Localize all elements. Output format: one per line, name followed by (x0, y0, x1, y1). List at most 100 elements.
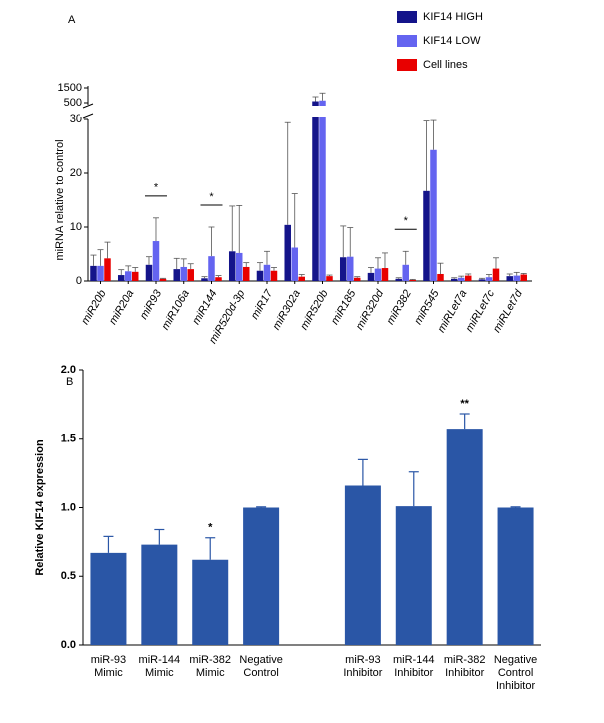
bar (339, 257, 347, 281)
y-tick-label: 2.0 (61, 364, 76, 376)
bar (141, 544, 178, 645)
y-tick-label: 1500 (58, 82, 82, 94)
significance-star: * (154, 182, 159, 194)
bar (402, 264, 409, 281)
bar (319, 100, 326, 281)
bar (513, 275, 520, 281)
bar (243, 507, 280, 645)
x-tick-label: miR93 (138, 287, 165, 321)
y-tick-label: 0.0 (61, 639, 76, 651)
bar (152, 241, 160, 281)
bar (201, 278, 208, 281)
bar (485, 277, 493, 281)
bar (131, 271, 139, 281)
x-tick-label: miR20a (107, 288, 136, 327)
x-tick-label: miR545 (412, 287, 442, 327)
bar (215, 277, 222, 281)
bar (506, 276, 513, 281)
bar (180, 266, 187, 281)
bar (235, 252, 243, 281)
bar (263, 264, 271, 281)
bar (464, 275, 472, 281)
x-tick-label: Mimic (145, 667, 174, 679)
x-tick-label: miR-144 (393, 654, 435, 666)
legend-label: KIF14 HIGH (423, 11, 483, 23)
x-tick-label: miR-382 (444, 654, 486, 666)
bar (256, 270, 264, 281)
bar (409, 279, 416, 281)
x-tick-label: Inhibitor (445, 667, 484, 679)
x-tick-label: miR185 (329, 287, 359, 327)
bar (344, 485, 381, 645)
bar (90, 552, 127, 645)
break-mark (82, 103, 94, 109)
bar (208, 256, 215, 281)
x-tick-label: miR106a (159, 288, 191, 332)
bar (298, 276, 305, 281)
bar (450, 278, 458, 281)
x-tick-label: miR144 (190, 288, 219, 327)
panel-label: B (66, 376, 73, 388)
bar (159, 278, 167, 281)
x-tick-label: Control (243, 667, 278, 679)
bar (242, 266, 250, 281)
significance-star: * (404, 215, 409, 227)
bar (492, 268, 500, 281)
bar (457, 277, 465, 281)
bar (104, 258, 111, 281)
x-tick-label: miR320d (354, 287, 387, 332)
bar (367, 272, 375, 281)
legend-label: Cell lines (423, 59, 468, 71)
legend-swatch (397, 35, 417, 47)
x-tick-label: Control (498, 667, 533, 679)
bar (446, 429, 483, 645)
x-tick-label: Negative (239, 654, 282, 666)
bar (346, 256, 354, 281)
y-tick-label: 0.5 (61, 570, 76, 582)
y-tick-label: 1.0 (61, 501, 76, 513)
significance-star: ** (460, 398, 469, 410)
legend-label: KIF14 LOW (423, 35, 481, 47)
y-tick-label: 1.5 (61, 433, 76, 445)
legend-swatch (397, 11, 417, 23)
x-tick-label: Mimic (196, 667, 225, 679)
x-tick-label: miR520b (298, 288, 330, 332)
bar (430, 149, 437, 281)
axis-break (80, 106, 532, 117)
bar (520, 274, 527, 281)
panel-label: A (68, 14, 76, 26)
bar (423, 190, 430, 281)
bar (192, 559, 229, 645)
bar (381, 268, 389, 281)
bar (124, 271, 132, 281)
bar (117, 275, 125, 281)
bar (437, 273, 444, 281)
y-tick-label: 0 (76, 275, 82, 287)
x-tick-label: Mimic (94, 667, 123, 679)
y-tick-label: 10 (70, 221, 82, 233)
break-mark (82, 113, 94, 119)
bar (326, 276, 333, 281)
x-tick-label: Inhibitor (496, 680, 535, 692)
y-axis-label: miRNA relative to control (54, 139, 66, 260)
y-tick-label: 20 (70, 167, 82, 179)
bar (97, 265, 104, 281)
bar (353, 277, 361, 281)
x-tick-label: miR382 (385, 288, 414, 327)
bar (228, 251, 236, 281)
y-axis-label: Relative KIF14 expression (34, 439, 46, 576)
bar (374, 268, 382, 281)
significance-star: * (209, 191, 214, 203)
x-tick-label: Inhibitor (343, 667, 382, 679)
bar (173, 269, 180, 281)
y-tick-label: 500 (64, 97, 82, 109)
x-tick-label: miR-382 (189, 654, 231, 666)
x-tick-label: miR-144 (139, 654, 181, 666)
x-tick-label: miR20b (79, 288, 108, 327)
bar (395, 506, 432, 645)
y-tick-label: 30 (70, 113, 82, 125)
bar (145, 264, 153, 281)
bar (284, 224, 291, 281)
bar (395, 278, 402, 281)
